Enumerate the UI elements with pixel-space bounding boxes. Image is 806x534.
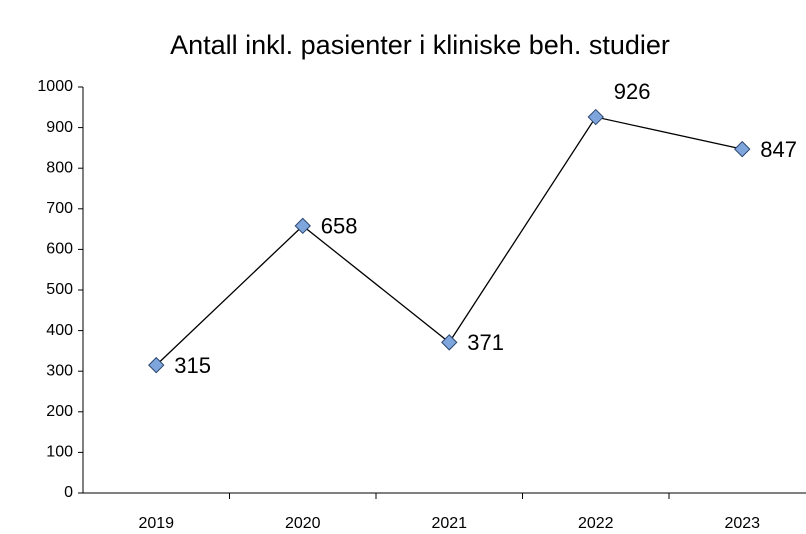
y-tick-label: 300: [46, 362, 73, 379]
marker: [148, 356, 165, 374]
y-tick-label: 100: [46, 444, 73, 461]
marker: [734, 140, 751, 158]
data-label: 658: [321, 214, 358, 239]
x-tick-label: 2021: [431, 515, 467, 532]
x-tick-label: 2020: [285, 515, 321, 532]
y-tick-label: 1000: [37, 78, 73, 95]
y-tick-label: 200: [46, 403, 73, 420]
data-label: 315: [174, 353, 211, 378]
marker: [441, 334, 458, 351]
y-tick-label: 700: [46, 200, 73, 217]
data-label: 926: [614, 79, 651, 104]
series-line: [155, 116, 743, 366]
chart-title: Antall inkl. pasienter i kliniske beh. s…: [170, 30, 670, 60]
marker: [294, 217, 311, 235]
data-label: 847: [760, 137, 797, 162]
y-tick-label: 600: [46, 241, 73, 258]
x-tick-label: 2019: [138, 515, 174, 532]
data-label: 371: [467, 330, 504, 355]
x-tick-label: 2023: [724, 515, 760, 532]
y-tick-label: 900: [46, 119, 73, 136]
x-tick-label: 2022: [578, 515, 614, 532]
y-tick-label: 0: [64, 484, 73, 501]
y-tick-label: 400: [46, 322, 73, 339]
y-tick-label: 500: [46, 281, 73, 298]
y-tick-label: 800: [46, 159, 73, 176]
marker: [587, 108, 604, 126]
